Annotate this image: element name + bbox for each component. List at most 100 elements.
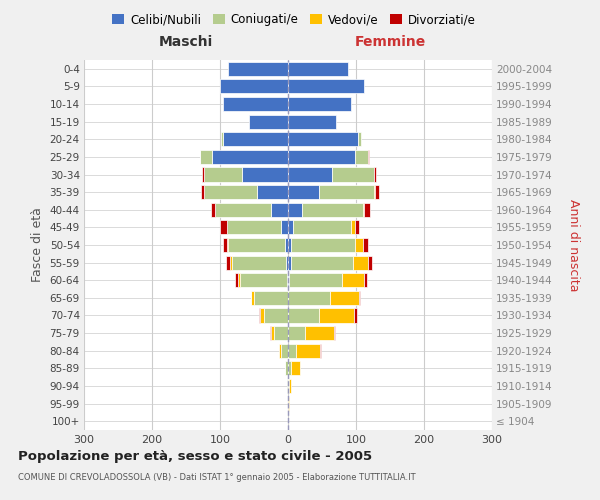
Bar: [355, 238, 364, 252]
Bar: [211, 202, 215, 217]
Legend: Celibi/Nubili, Coniugati/e, Vedovi/e, Divorziati/e: Celibi/Nubili, Coniugati/e, Vedovi/e, Di…: [107, 8, 481, 31]
Bar: [227, 238, 228, 252]
Bar: [281, 220, 288, 234]
Y-axis label: Fasce di età: Fasce di età: [31, 208, 44, 282]
Bar: [302, 202, 363, 217]
Bar: [226, 256, 230, 270]
Bar: [343, 273, 364, 287]
Bar: [281, 344, 288, 358]
Bar: [286, 256, 288, 270]
Bar: [242, 168, 288, 181]
Bar: [288, 202, 302, 217]
Bar: [220, 220, 227, 234]
Bar: [288, 256, 291, 270]
Bar: [279, 344, 281, 358]
Bar: [227, 220, 281, 234]
Bar: [284, 362, 285, 376]
Bar: [288, 396, 289, 410]
Bar: [285, 362, 288, 376]
Bar: [288, 273, 289, 287]
Text: Popolazione per età, sesso e stato civile - 2005: Popolazione per età, sesso e stato civil…: [18, 450, 372, 463]
Bar: [296, 344, 320, 358]
Bar: [260, 308, 264, 322]
Bar: [248, 114, 288, 128]
Bar: [221, 132, 223, 146]
Bar: [230, 256, 232, 270]
Bar: [238, 273, 241, 287]
Bar: [375, 185, 379, 199]
Bar: [305, 326, 334, 340]
Text: COMUNE DI CREVOLADOSSOLA (VB) - Dati ISTAT 1° gennaio 2005 - Elaborazione TUTTIT: COMUNE DI CREVOLADOSSOLA (VB) - Dati IST…: [18, 472, 416, 482]
Bar: [330, 291, 359, 305]
Bar: [289, 379, 292, 393]
Bar: [202, 168, 203, 181]
Bar: [287, 379, 288, 393]
Bar: [293, 220, 351, 234]
Bar: [319, 308, 354, 322]
Bar: [374, 168, 376, 181]
Bar: [203, 168, 242, 181]
Bar: [332, 168, 374, 181]
Bar: [351, 220, 355, 234]
Bar: [274, 326, 288, 340]
Bar: [288, 185, 319, 199]
Bar: [364, 238, 368, 252]
Bar: [354, 308, 356, 322]
Bar: [374, 185, 375, 199]
Bar: [288, 308, 319, 322]
Bar: [257, 185, 288, 199]
Bar: [271, 326, 274, 340]
Bar: [364, 202, 370, 217]
Bar: [288, 168, 332, 181]
Bar: [223, 238, 227, 252]
Bar: [288, 379, 289, 393]
Bar: [288, 62, 348, 76]
Bar: [241, 273, 287, 287]
Bar: [220, 80, 288, 94]
Bar: [291, 256, 353, 270]
Bar: [251, 291, 254, 305]
Bar: [228, 62, 288, 76]
Bar: [205, 185, 257, 199]
Bar: [223, 132, 288, 146]
Bar: [319, 185, 374, 199]
Bar: [334, 326, 335, 340]
Bar: [355, 150, 368, 164]
Bar: [223, 97, 288, 111]
Text: Femmine: Femmine: [355, 35, 425, 49]
Bar: [358, 132, 361, 146]
Bar: [292, 362, 299, 376]
Bar: [288, 150, 355, 164]
Bar: [259, 308, 260, 322]
Bar: [292, 238, 355, 252]
Bar: [235, 273, 238, 287]
Bar: [359, 291, 360, 305]
Bar: [212, 150, 288, 164]
Text: Maschi: Maschi: [159, 35, 213, 49]
Bar: [288, 344, 296, 358]
Bar: [271, 202, 288, 217]
Bar: [288, 326, 305, 340]
Bar: [200, 150, 212, 164]
Bar: [288, 132, 358, 146]
Bar: [288, 80, 364, 94]
Bar: [288, 362, 292, 376]
Bar: [254, 291, 288, 305]
Bar: [368, 150, 369, 164]
Bar: [287, 273, 288, 287]
Bar: [289, 273, 343, 287]
Bar: [288, 114, 335, 128]
Bar: [288, 97, 350, 111]
Bar: [264, 308, 288, 322]
Bar: [228, 238, 284, 252]
Bar: [215, 202, 271, 217]
Bar: [353, 256, 368, 270]
Bar: [201, 185, 205, 199]
Bar: [363, 202, 364, 217]
Bar: [364, 273, 367, 287]
Bar: [288, 291, 330, 305]
Bar: [232, 256, 286, 270]
Bar: [288, 220, 293, 234]
Bar: [284, 238, 288, 252]
Bar: [288, 238, 292, 252]
